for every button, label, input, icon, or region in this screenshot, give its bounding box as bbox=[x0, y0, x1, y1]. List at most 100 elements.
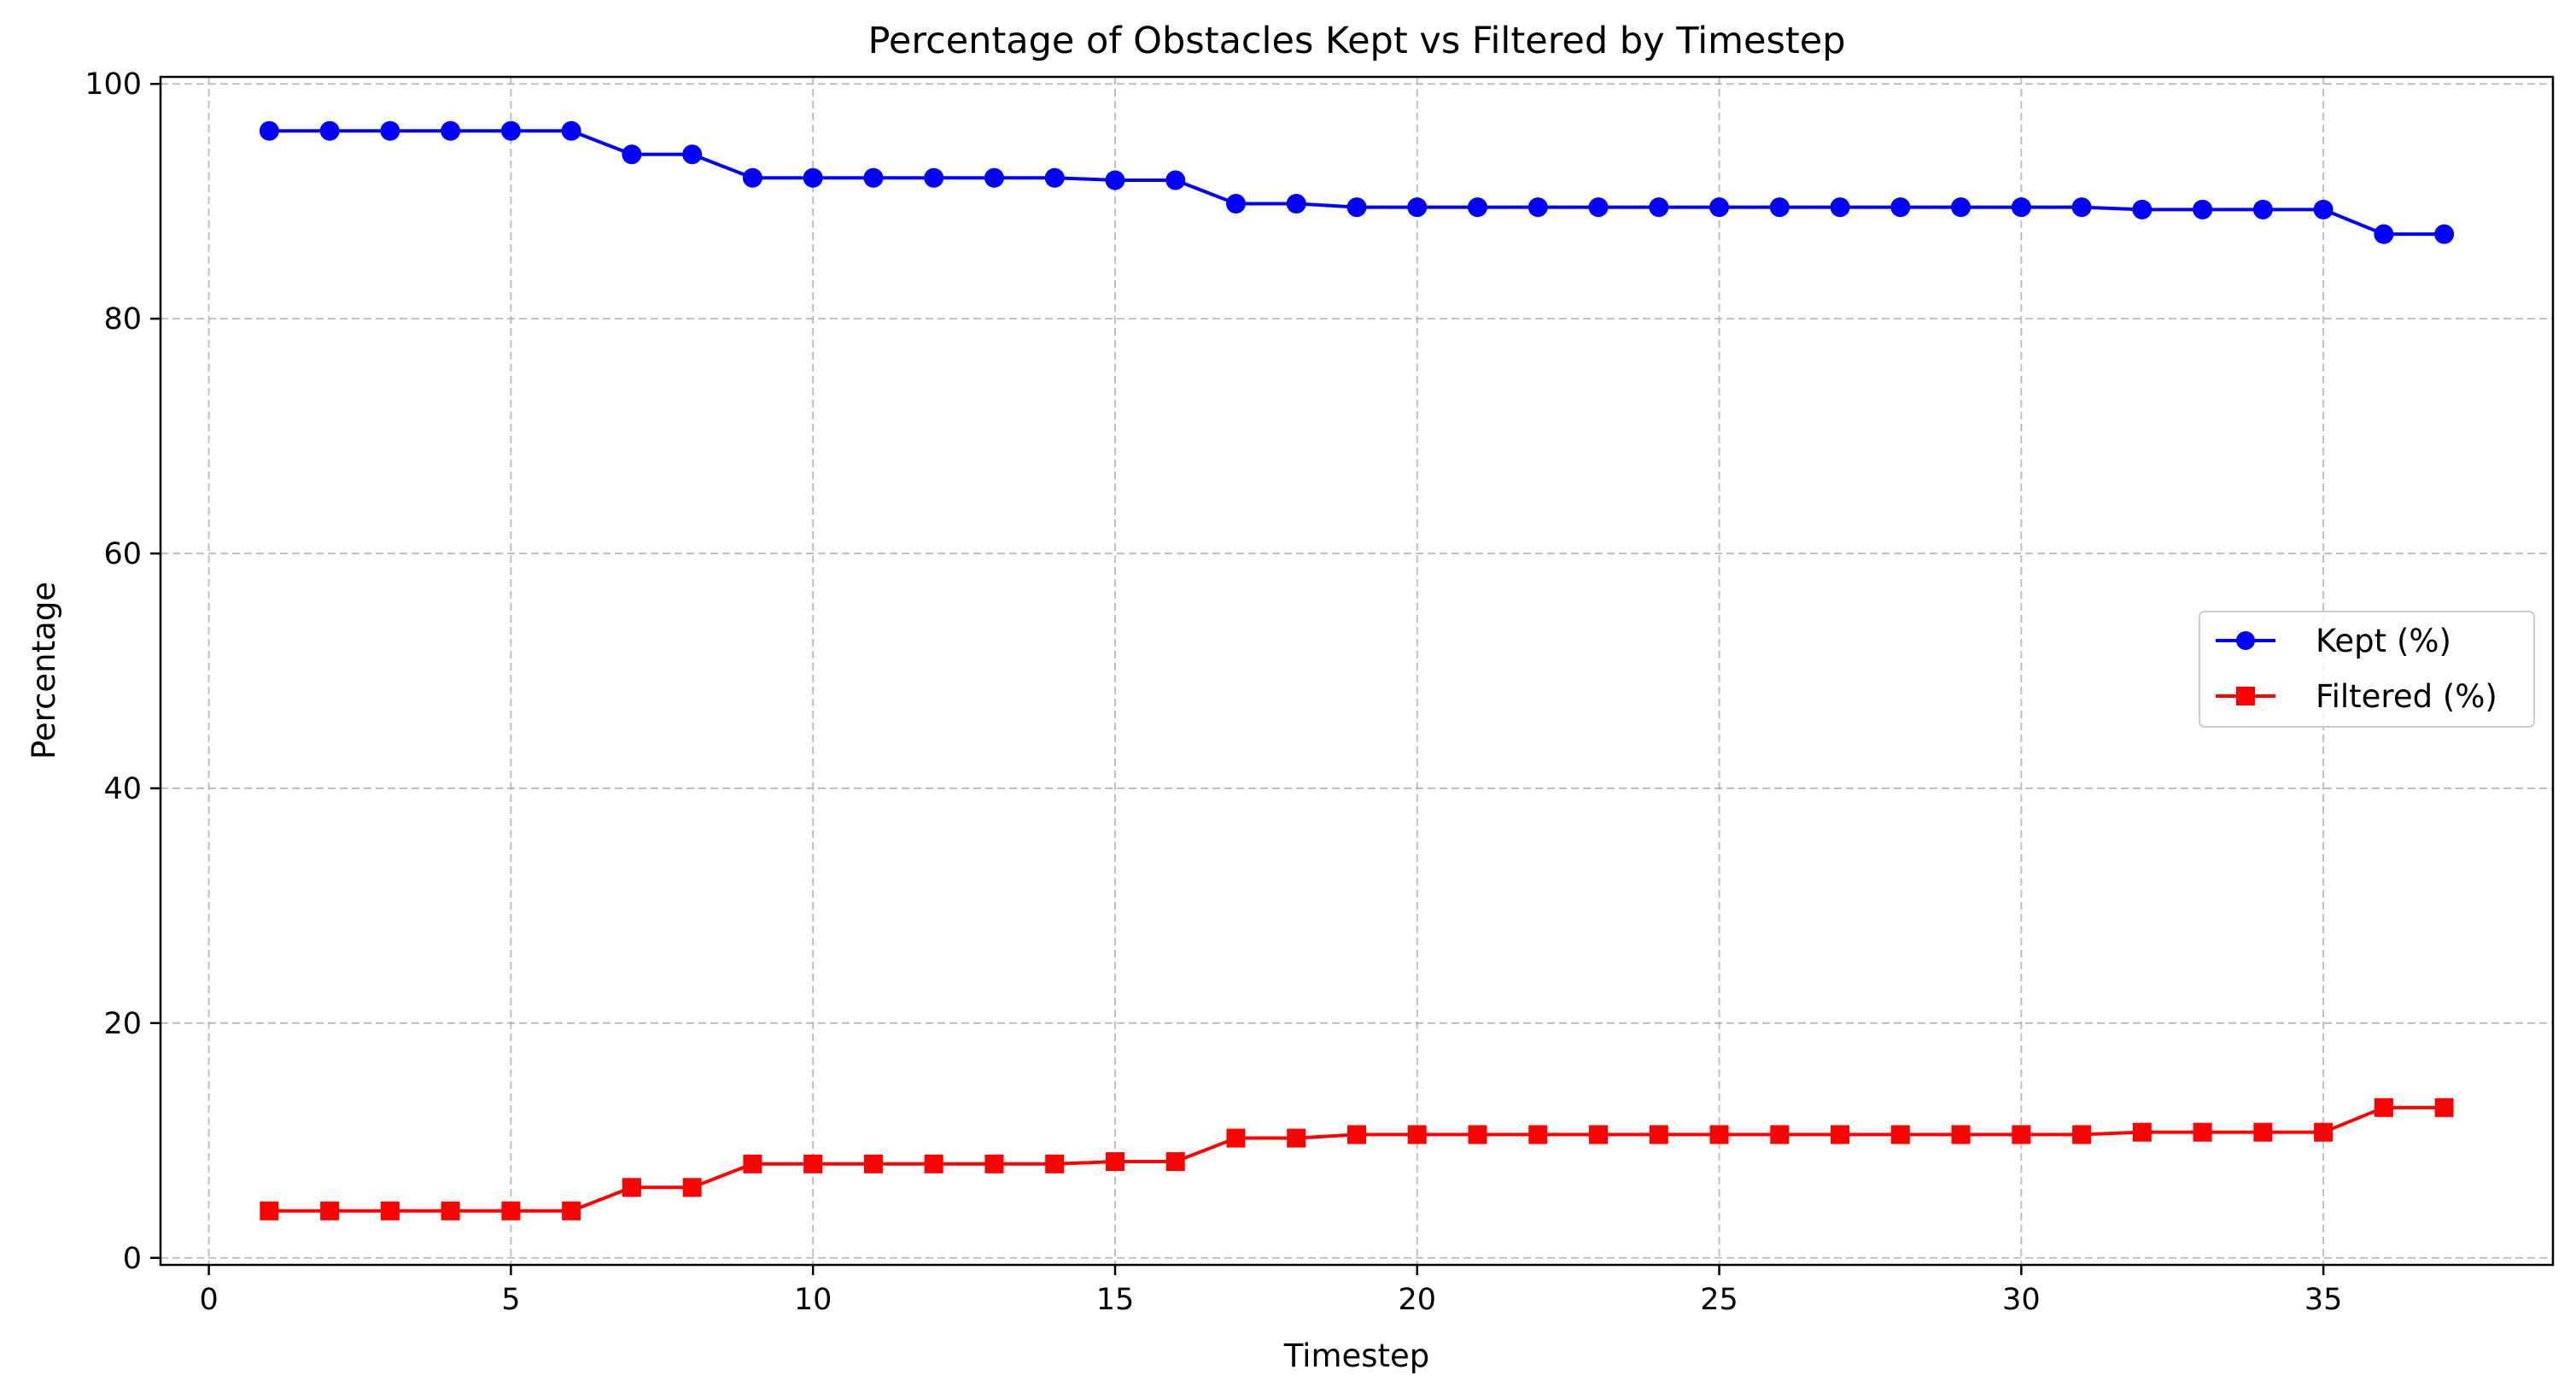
x-tick-label: 20 bbox=[1398, 1283, 1436, 1317]
data-point-kept bbox=[1769, 197, 1790, 218]
data-point-filtered bbox=[1347, 1125, 1366, 1144]
y-tick-label: 60 bbox=[103, 537, 142, 571]
data-point-filtered bbox=[2253, 1122, 2273, 1142]
x-axis-ticks: 0 5 10 15 20 25 30 35 bbox=[199, 1265, 2342, 1317]
data-point-filtered bbox=[1589, 1125, 1609, 1144]
data-point-kept bbox=[1286, 193, 1306, 214]
y-tick-label: 0 bbox=[123, 1242, 142, 1276]
data-point-filtered bbox=[1951, 1125, 1971, 1144]
data-point-filtered bbox=[441, 1201, 460, 1220]
x-tick-label: 0 bbox=[199, 1283, 218, 1317]
grid-lines bbox=[161, 77, 2553, 1265]
data-point-kept bbox=[1468, 197, 1488, 218]
plot-series bbox=[259, 120, 2455, 1220]
x-tick-label: 35 bbox=[2304, 1283, 2343, 1317]
data-point-kept bbox=[441, 120, 461, 141]
data-point-filtered bbox=[1649, 1125, 1668, 1144]
legend-kept-marker bbox=[2236, 631, 2255, 650]
plot-frame bbox=[159, 75, 2555, 1267]
x-tick-label: 15 bbox=[1096, 1283, 1135, 1317]
data-point-kept bbox=[742, 167, 762, 188]
data-point-filtered bbox=[2314, 1122, 2334, 1142]
data-point-kept bbox=[2011, 197, 2031, 218]
data-point-kept bbox=[924, 167, 944, 188]
data-point-filtered bbox=[2012, 1125, 2031, 1144]
data-point-filtered bbox=[924, 1154, 943, 1174]
data-point-filtered bbox=[2132, 1122, 2152, 1142]
data-point-kept bbox=[1588, 197, 1609, 218]
data-point-filtered bbox=[1045, 1154, 1065, 1174]
data-point-filtered bbox=[984, 1154, 1004, 1174]
legend: Kept (%) Filtered (%) bbox=[2199, 611, 2535, 728]
data-point-filtered bbox=[1890, 1125, 1910, 1144]
data-point-filtered bbox=[562, 1201, 581, 1220]
data-point-kept bbox=[1044, 167, 1065, 188]
data-point-filtered bbox=[1105, 1152, 1124, 1172]
data-point-kept bbox=[1346, 197, 1367, 218]
legend-filtered-label: Filtered (%) bbox=[2316, 678, 2497, 715]
legend-kept-label: Kept (%) bbox=[2316, 623, 2451, 659]
data-point-kept bbox=[319, 120, 340, 141]
data-point-kept bbox=[1105, 170, 1125, 190]
data-point-filtered bbox=[1226, 1128, 1246, 1148]
x-tick-label: 5 bbox=[501, 1283, 520, 1317]
data-point-filtered bbox=[2374, 1098, 2393, 1117]
y-tick-label: 80 bbox=[103, 302, 142, 337]
data-point-kept bbox=[561, 120, 581, 141]
data-point-kept bbox=[1890, 197, 1911, 218]
data-point-kept bbox=[863, 167, 884, 188]
data-point-kept bbox=[380, 120, 400, 141]
data-point-kept bbox=[2434, 224, 2455, 244]
data-point-filtered bbox=[260, 1201, 279, 1220]
data-point-kept bbox=[2374, 224, 2394, 244]
x-tick-label: 25 bbox=[1700, 1283, 1738, 1317]
data-point-filtered bbox=[743, 1154, 762, 1174]
data-point-kept bbox=[1709, 197, 1730, 218]
data-point-kept bbox=[1225, 193, 1246, 214]
data-point-kept bbox=[1830, 197, 1850, 218]
data-point-filtered bbox=[1407, 1125, 1427, 1144]
data-point-kept bbox=[1951, 197, 1971, 218]
data-point-filtered bbox=[682, 1178, 702, 1197]
data-point-filtered bbox=[320, 1201, 340, 1220]
data-point-filtered bbox=[1468, 1125, 1487, 1144]
data-point-filtered bbox=[622, 1178, 641, 1197]
data-point-kept bbox=[2252, 199, 2273, 220]
x-tick-label: 30 bbox=[2002, 1283, 2041, 1317]
series-line-1 bbox=[269, 1105, 2445, 1213]
y-axis-label: Percentage bbox=[26, 582, 62, 759]
y-tick-label: 20 bbox=[103, 1007, 142, 1041]
data-point-kept bbox=[259, 120, 279, 141]
data-point-kept bbox=[1165, 170, 1186, 190]
data-point-kept bbox=[2132, 199, 2153, 220]
data-point-filtered bbox=[803, 1154, 823, 1174]
data-point-filtered bbox=[1831, 1125, 1850, 1144]
data-point-filtered bbox=[1770, 1125, 1790, 1144]
data-point-filtered bbox=[1528, 1125, 1548, 1144]
data-point-filtered bbox=[1287, 1128, 1306, 1148]
data-point-kept bbox=[803, 167, 823, 188]
data-point-filtered bbox=[2072, 1125, 2092, 1144]
data-point-filtered bbox=[2434, 1098, 2454, 1117]
legend-box bbox=[2199, 611, 2535, 728]
data-point-kept bbox=[500, 120, 521, 141]
chart-title: Percentage of Obstacles Kept vs Filtered… bbox=[867, 20, 1845, 62]
x-axis-label: Timestep bbox=[1283, 1338, 1430, 1374]
data-point-filtered bbox=[380, 1201, 400, 1220]
data-point-filtered bbox=[501, 1201, 521, 1220]
y-axis-ticks: 0 20 40 60 80 100 bbox=[85, 67, 161, 1276]
data-point-kept bbox=[2193, 199, 2213, 220]
y-tick-label: 100 bbox=[85, 67, 142, 102]
data-point-kept bbox=[1527, 197, 1548, 218]
data-point-filtered bbox=[1709, 1125, 1729, 1144]
data-point-kept bbox=[2071, 197, 2092, 218]
data-point-filtered bbox=[1165, 1152, 1185, 1172]
data-point-kept bbox=[682, 144, 703, 165]
data-point-kept bbox=[1649, 197, 1669, 218]
legend-filtered-marker bbox=[2236, 687, 2255, 705]
data-point-kept bbox=[984, 167, 1004, 188]
data-point-filtered bbox=[2193, 1122, 2212, 1142]
data-point-kept bbox=[1407, 197, 1428, 218]
series-line-0 bbox=[269, 129, 2445, 237]
